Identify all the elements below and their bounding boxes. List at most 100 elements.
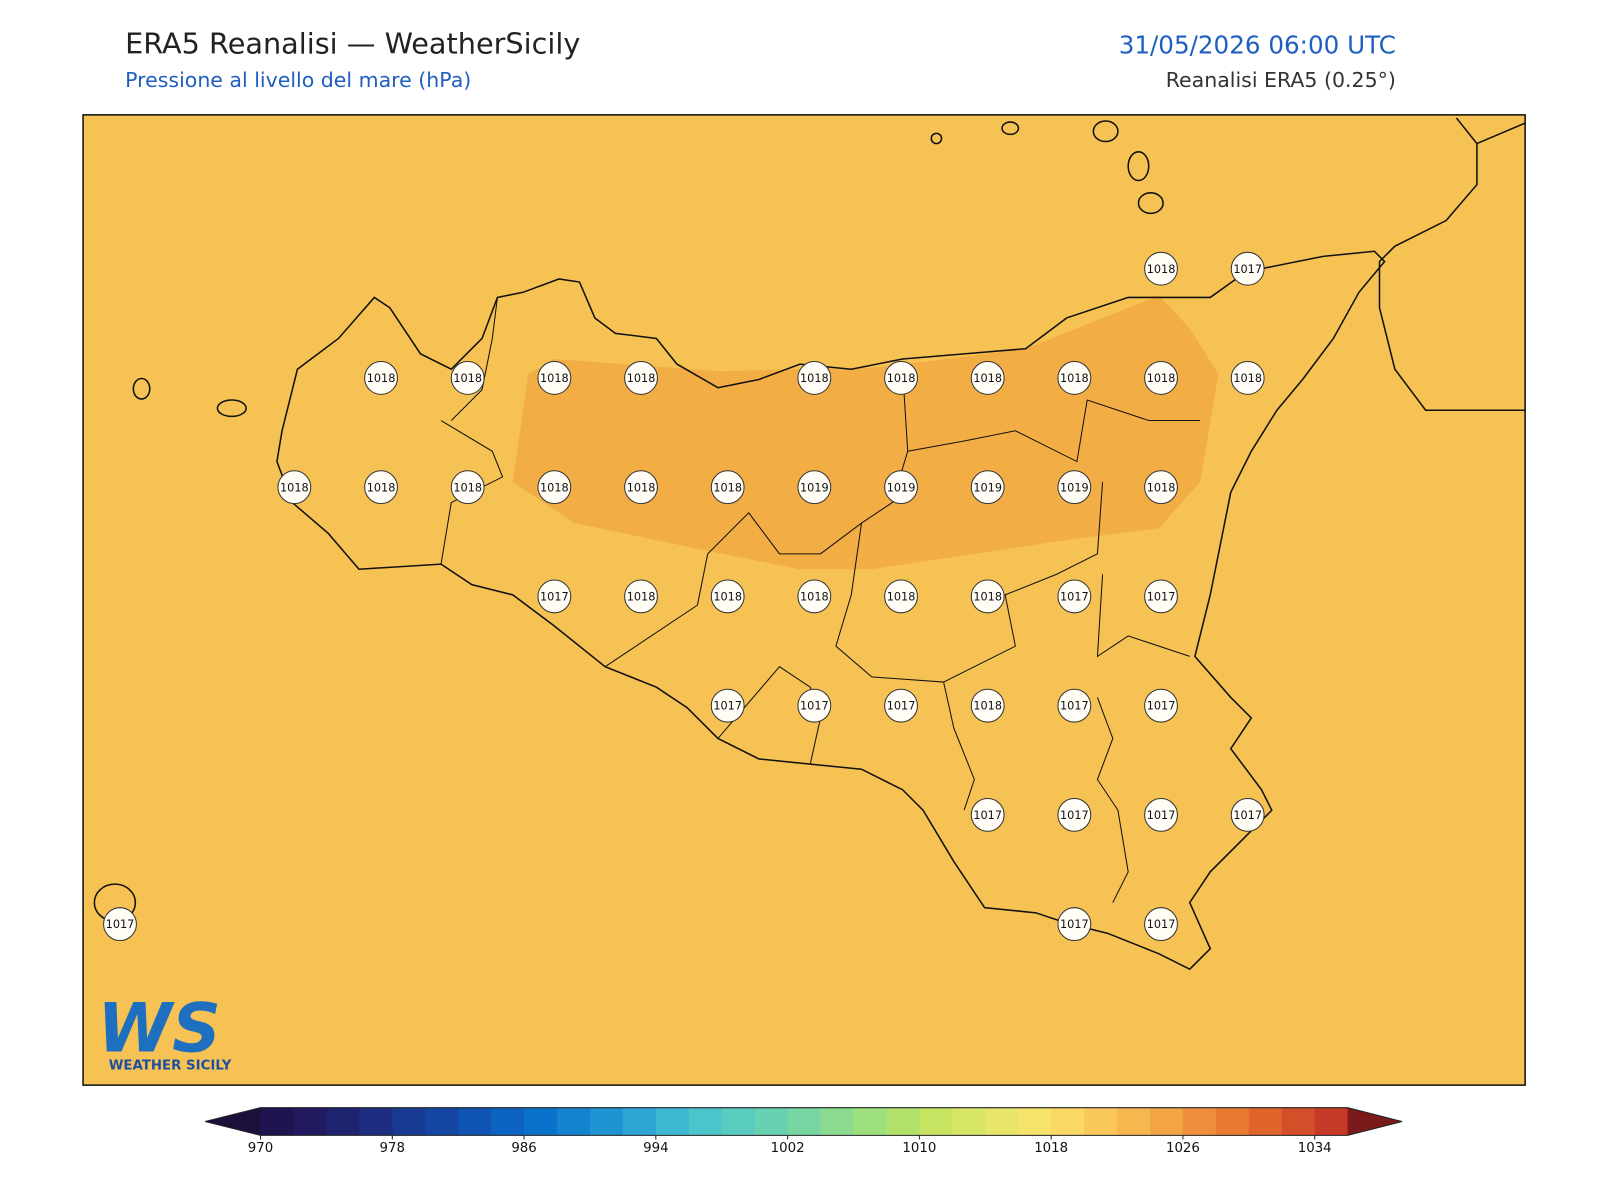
station-marker (450, 470, 485, 505)
station-value: 1017 (1147, 809, 1176, 822)
station-marker (884, 361, 918, 395)
station-marker (1144, 361, 1178, 395)
station-value: 1018 (1233, 372, 1262, 385)
station-value: 1017 (1233, 263, 1262, 276)
coastlines (93, 117, 1526, 971)
colorbar-bin (1018, 1107, 1052, 1136)
station-value: 1018 (973, 372, 1002, 385)
colorbar-tick-label: 1034 (1298, 1141, 1332, 1156)
station-marker (1057, 688, 1092, 723)
colorbar-tick-label: 986 (511, 1141, 536, 1156)
station-marker (364, 470, 398, 505)
island (930, 132, 943, 145)
station-value: 1018 (1147, 263, 1176, 276)
province-borders (440, 297, 1200, 903)
source: Reanalisi ERA5 (0.25°) (1166, 68, 1396, 92)
station-marker (1230, 797, 1265, 832)
station-marker (970, 470, 1005, 505)
station-value: 1018 (627, 591, 656, 604)
station-value: 1018 (1147, 481, 1176, 494)
colorbar-bin (787, 1107, 822, 1136)
colorbar-bin (425, 1107, 459, 1136)
station-value: 1018 (800, 372, 829, 385)
station-marker (277, 470, 312, 505)
station-value: 1017 (1233, 809, 1262, 822)
station-marker (450, 361, 485, 395)
colorbar-tick-label: 1026 (1166, 1141, 1200, 1156)
station-value: 1018 (453, 372, 482, 385)
map: 1018 1017 1018 1018 1018 1018 1018 1018 1018 1018… (83, 114, 1526, 1086)
station-value: 1017 (1060, 918, 1089, 931)
island (1137, 192, 1164, 215)
colorbar-bin (754, 1107, 789, 1136)
colorbar-bin (1248, 1107, 1283, 1136)
station-value: 1017 (713, 700, 742, 713)
station-marker (1144, 797, 1178, 832)
station-marker (710, 470, 745, 505)
station-marker (970, 579, 1005, 614)
station-value: 1018 (887, 372, 916, 385)
station-marker (537, 361, 572, 395)
logo-mark: WS (97, 988, 220, 1067)
station-marker (103, 907, 137, 942)
station-marker (884, 579, 918, 614)
colorbar-bin (721, 1107, 756, 1136)
colorbar-bin (1281, 1107, 1316, 1136)
station-marker (797, 361, 832, 395)
station-marker (884, 470, 918, 505)
station-value: 1018 (713, 481, 742, 494)
colorbar-bin (1182, 1107, 1217, 1136)
station-value: 1018 (973, 591, 1002, 604)
colorbar-tick-label: 1002 (771, 1141, 805, 1156)
station-value: 1017 (1060, 809, 1089, 822)
island (216, 399, 247, 418)
station-value: 1017 (1147, 700, 1176, 713)
colorbar-bin (1149, 1107, 1184, 1136)
station-marker (797, 688, 832, 723)
island (1001, 121, 1020, 136)
station-value: 1019 (1060, 481, 1089, 494)
station-value: 1017 (887, 700, 916, 713)
station-marker (1057, 907, 1092, 942)
colorbar-bin (1084, 1107, 1118, 1136)
station-value: 1018 (713, 591, 742, 604)
colorbar-tick-label: 1010 (902, 1141, 936, 1156)
station-value: 1017 (1147, 918, 1176, 931)
station-marker (364, 361, 398, 395)
station-value: 1018 (280, 481, 309, 494)
station-value: 1018 (367, 372, 396, 385)
colorbar-bin (589, 1107, 624, 1136)
colorbar-bin (820, 1107, 855, 1136)
colorbar-bin (491, 1107, 525, 1136)
colorbar-bin (1314, 1107, 1349, 1136)
colorbar-bin (622, 1107, 657, 1136)
calabria-north (1476, 122, 1526, 145)
station-marker (1057, 797, 1092, 832)
station-value: 1017 (106, 918, 135, 931)
station-value: 1018 (627, 372, 656, 385)
station-marker (710, 579, 745, 614)
colorbar-bin (1051, 1107, 1085, 1136)
station-marker (624, 361, 658, 395)
station-marker (1144, 688, 1178, 723)
station-marker (1230, 251, 1265, 286)
island (132, 377, 151, 400)
station-value: 1019 (973, 481, 1002, 494)
station-value: 1018 (973, 700, 1002, 713)
station-marker (1057, 579, 1092, 614)
colorbar-under (205, 1107, 261, 1136)
colorbar-tick-label: 994 (643, 1141, 668, 1156)
station-labels: 1018 1017 1018 1018 1018 1018 1018 1018 1018 1018… (103, 251, 1265, 942)
colorbar-bin (326, 1107, 360, 1136)
colorbar-bin (458, 1107, 492, 1136)
station-marker (884, 688, 918, 723)
station-marker (1144, 907, 1178, 942)
colorbar-over (1347, 1107, 1403, 1136)
station-value: 1019 (887, 481, 916, 494)
datetime: 31/05/2026 06:00 UTC (1119, 30, 1396, 59)
colorbar-bin (293, 1107, 327, 1136)
station-marker (970, 688, 1005, 723)
colorbar-bin (260, 1107, 294, 1136)
station-marker (1144, 579, 1178, 614)
